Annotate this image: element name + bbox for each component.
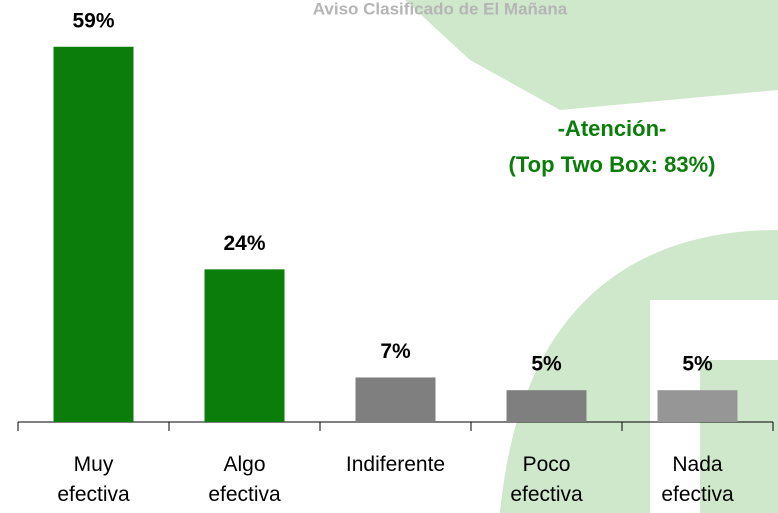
data-label: 24% (223, 232, 265, 255)
x-tick-label: Poco efectiva (510, 453, 583, 506)
annotation: (Top Two Box: 83%) (509, 152, 716, 177)
annotation: -Atención- (558, 116, 667, 141)
data-label: 59% (72, 9, 114, 32)
x-tick-label: Nada efectiva (661, 453, 734, 506)
x-tick-label: Indiferente (345, 453, 446, 476)
bar (506, 390, 587, 422)
bar (204, 269, 285, 422)
data-label: 5% (682, 353, 713, 376)
bar (53, 46, 134, 422)
chart-title: Aviso Clasificado de El Mañana (313, 0, 568, 18)
bar (657, 390, 738, 422)
bar (355, 377, 436, 422)
watermark (405, 0, 778, 513)
x-tick-label: Muy efectiva (57, 453, 130, 506)
data-label: 5% (531, 353, 562, 376)
data-label: 7% (380, 340, 411, 363)
x-tick-label: Algo efectiva (208, 453, 281, 506)
watermark-band (405, 0, 778, 110)
